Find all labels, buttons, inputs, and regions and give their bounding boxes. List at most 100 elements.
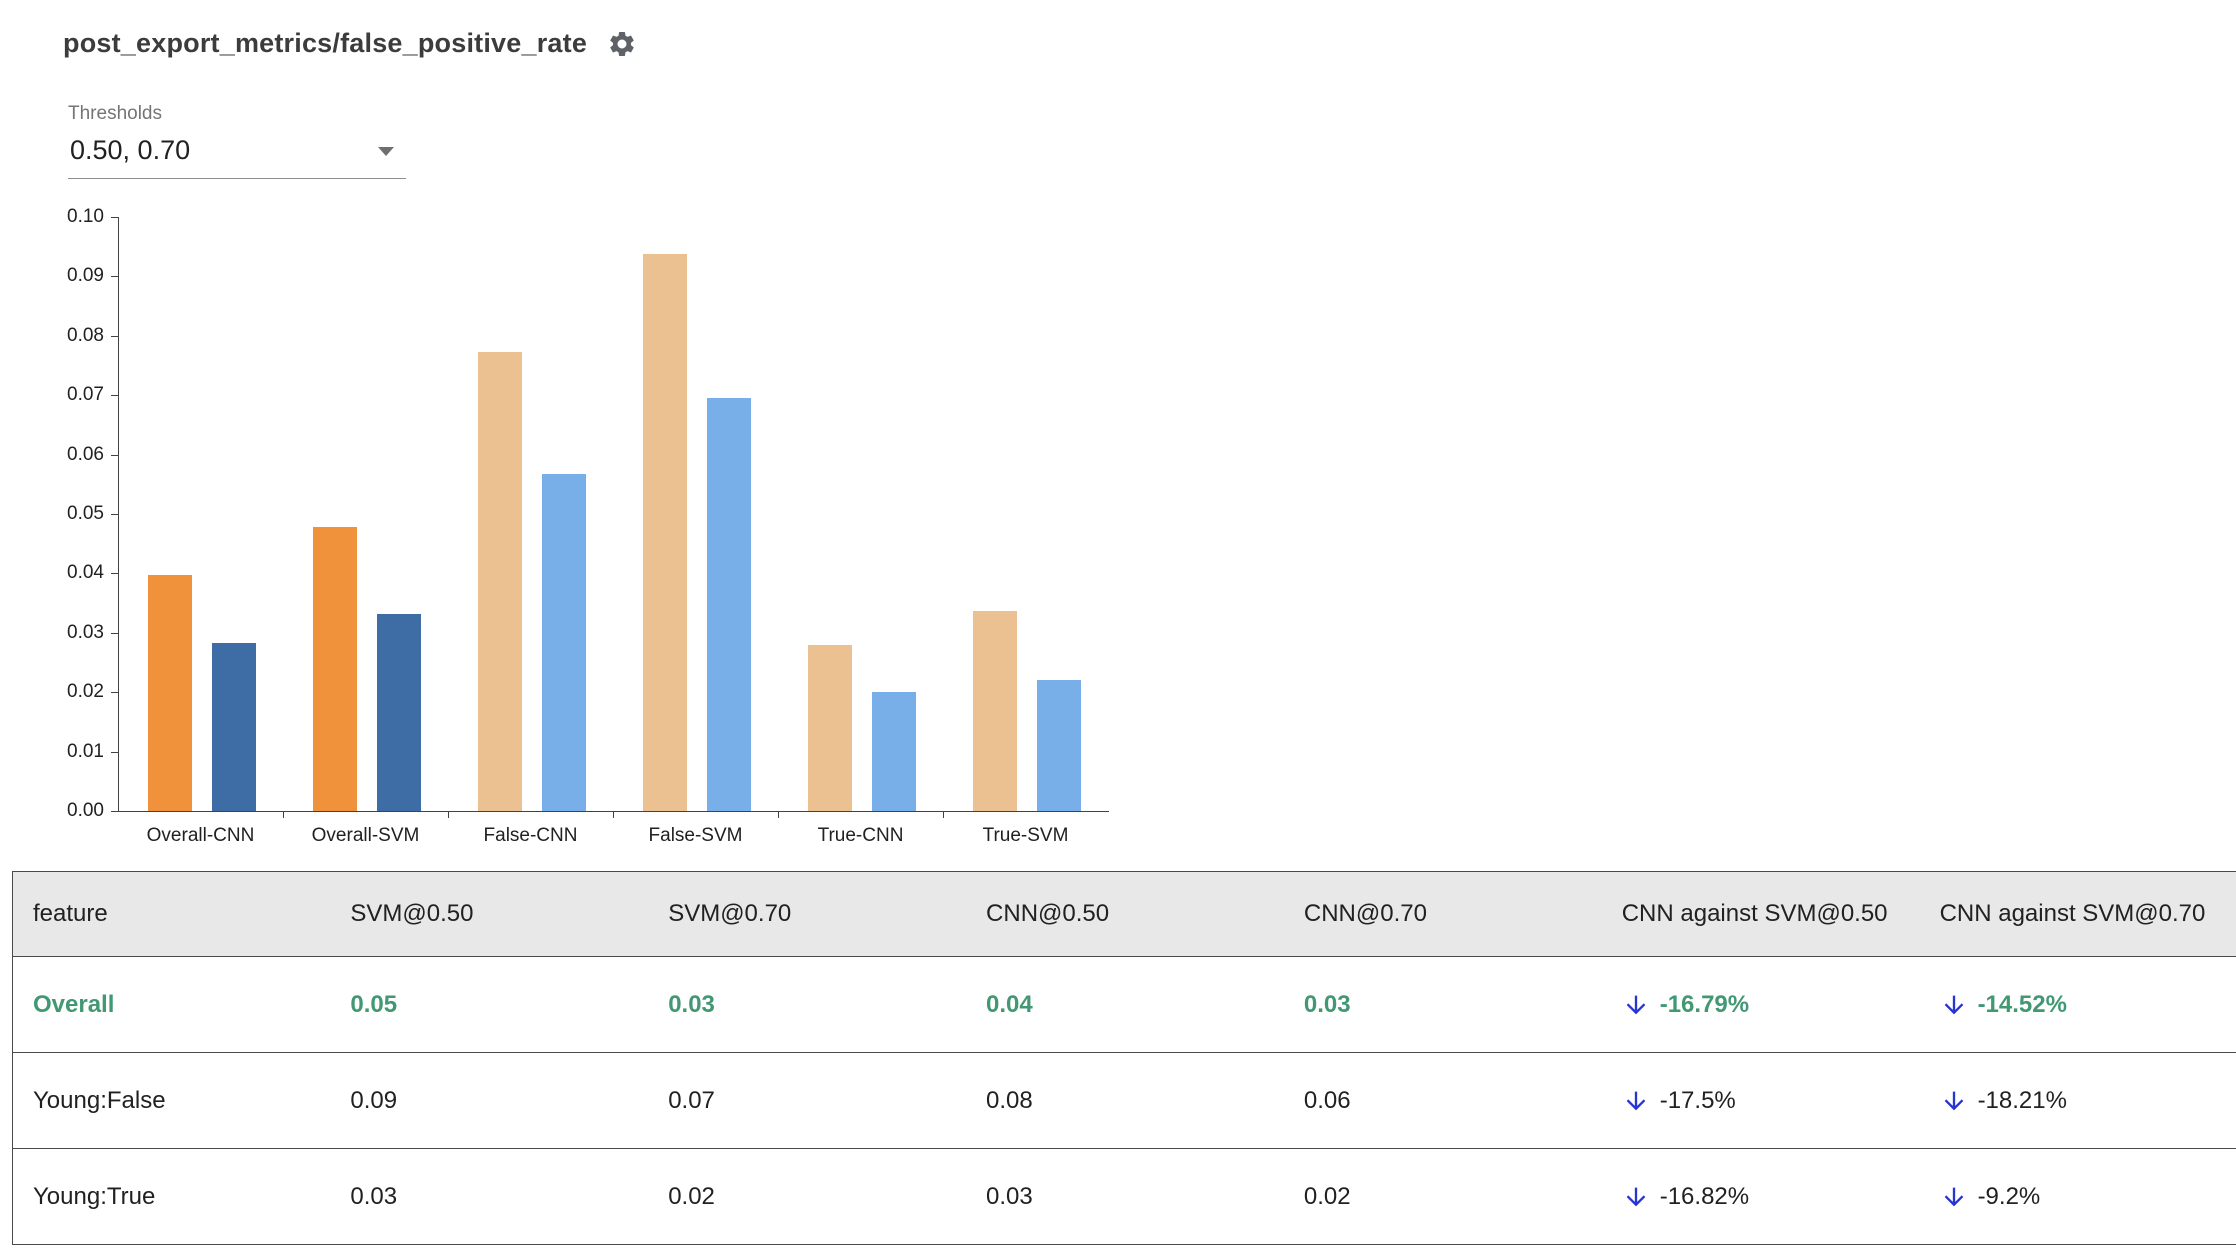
metric-cell-SVM@0.70: 0.02 (648, 1148, 967, 1245)
x-axis-label: False-SVM (648, 825, 743, 846)
thresholds-control: Thresholds 0.50, 0.70 (68, 103, 406, 179)
y-axis-label: 0.10 (67, 206, 104, 227)
y-axis-label: 0.00 (67, 800, 104, 821)
y-axis-tick (111, 335, 118, 337)
table-row[interactable]: Young:False 0.09 0.07 0.08 0.06 -17.5% -18.21% (12, 1052, 2236, 1149)
chevron-down-icon (378, 147, 394, 156)
metric-cell-SVM@0.50: 0.05 (330, 956, 649, 1053)
bar-False-SVM@0.50[interactable] (642, 254, 687, 811)
delta-value: -18.21% (1977, 1086, 2067, 1114)
metric-cell-CNN@0.70: 0.06 (1283, 1052, 1602, 1149)
metric-cell-SVM@0.70: 0.07 (648, 1052, 967, 1149)
column-header-3: CNN@0.50 (966, 871, 1284, 957)
y-axis-tick (111, 632, 118, 634)
arrow-down-icon (1626, 995, 1646, 1014)
delta-value: -16.79% (1659, 990, 1750, 1018)
metric-cell-SVM@0.70: 0.03 (648, 956, 967, 1053)
metric-cell-SVM@0.50: 0.03 (330, 1148, 649, 1245)
metric-cell-CNN@0.70: 0.02 (1283, 1148, 1602, 1245)
feature-cell: Overall (12, 956, 331, 1053)
delta-value: -17.5% (1659, 1086, 1736, 1114)
y-axis-tick (111, 692, 118, 694)
y-axis-label: 0.05 (67, 503, 104, 524)
arrow-down-icon (1626, 1187, 1646, 1206)
bar-False-CNN@0.50[interactable] (477, 352, 522, 811)
x-axis-tick (283, 811, 284, 818)
column-header-5: CNN against SVM@0.50 (1601, 871, 1920, 957)
y-axis-label: 0.06 (67, 443, 104, 465)
bar-Overall-SVM@0.70[interactable] (376, 614, 421, 811)
thresholds-label: Thresholds (68, 103, 162, 124)
metrics-table-header: feature SVM@0.50 SVM@0.70 CNN@0.50 CNN@0.70 C… (12, 871, 2236, 957)
bar-Overall-CNN@0.70[interactable] (211, 643, 256, 811)
bar-False-SVM@0.70[interactable] (706, 398, 751, 811)
bar-Overall-CNN@0.50[interactable] (147, 575, 192, 811)
column-header-0: feature (12, 871, 331, 957)
x-axis-tick (613, 811, 614, 818)
bar-Overall-SVM@0.50[interactable] (312, 527, 357, 811)
y-axis-tick (111, 276, 118, 278)
thresholds-value: 0.50, 0.70 (70, 135, 191, 165)
y-axis-tick (111, 217, 118, 218)
delta-cell-svm070: -18.21% (1919, 1052, 2236, 1149)
chart-plot-area (118, 217, 1109, 812)
y-axis-label: 0.09 (67, 265, 104, 287)
metric-cell-CNN@0.50: 0.04 (966, 956, 1284, 1053)
false-positive-rate-bar-chart: 0.00 0.01 0.02 0.03 0.04 0.05 0.06 0.07 0.08 0.09… (32, 206, 1152, 857)
x-axis-tick (778, 811, 779, 818)
app-header: post_export_metrics/false_positive_rate (0, 0, 2236, 59)
x-axis-label: False-CNN (483, 825, 578, 846)
delta-cell-svm050: -16.79% (1601, 956, 1920, 1053)
delta-value: -9.2% (1977, 1182, 2041, 1210)
metric-cell-CNN@0.70: 0.03 (1283, 956, 1602, 1053)
table-row[interactable]: Overall 0.05 0.03 0.04 0.03 -16.79% -14.52% (12, 956, 2236, 1053)
delta-cell-svm070: -9.2% (1919, 1148, 2236, 1245)
delta-cell-svm050: -17.5% (1601, 1052, 1920, 1149)
y-axis-label: 0.01 (67, 740, 104, 762)
y-axis-label: 0.03 (67, 621, 104, 643)
bar-True-SVM@0.70[interactable] (1036, 680, 1081, 811)
arrow-down-icon (1944, 1091, 1963, 1110)
x-axis-tick (943, 811, 944, 818)
y-axis-tick (111, 751, 118, 753)
metrics-table: feature SVM@0.50 SVM@0.70 CNN@0.50 CNN@0.70 C… (12, 871, 2236, 1245)
feature-cell: Young:False (12, 1052, 331, 1149)
thresholds-select[interactable]: 0.50, 0.70 (68, 133, 406, 179)
x-axis-label: True-SVM (982, 825, 1069, 846)
bar-True-SVM@0.50[interactable] (972, 611, 1017, 811)
column-header-4: CNN@0.70 (1283, 871, 1602, 957)
bar-True-CNN@0.70[interactable] (871, 692, 916, 811)
page-title: post_export_metrics/false_positive_rate (63, 28, 588, 58)
y-axis-label: 0.07 (67, 384, 104, 406)
x-axis-tick (448, 811, 449, 818)
column-header-2: SVM@0.70 (648, 871, 967, 957)
column-header-1: SVM@0.50 (330, 871, 649, 957)
metric-cell-SVM@0.50: 0.09 (330, 1052, 649, 1149)
delta-value: -14.52% (1977, 990, 2067, 1018)
y-axis-label: 0.04 (67, 562, 104, 584)
delta-value: -16.82% (1659, 1182, 1750, 1210)
y-axis-tick (111, 454, 118, 456)
table-row[interactable]: Young:True 0.03 0.02 0.03 0.02 -16.82% -9.2% (12, 1148, 2236, 1245)
gear-icon[interactable] (607, 29, 637, 59)
x-axis-label: Overall-SVM (311, 825, 420, 846)
column-header-6: CNN against SVM@0.70 (1919, 871, 2236, 957)
delta-cell-svm050: -16.82% (1601, 1148, 1920, 1245)
y-axis-label: 0.08 (67, 324, 104, 346)
arrow-down-icon (1944, 995, 1963, 1014)
x-axis-label: True-CNN (817, 825, 904, 846)
x-axis-label: Overall-CNN (146, 825, 255, 846)
metric-cell-CNN@0.50: 0.03 (966, 1148, 1284, 1245)
arrow-down-icon (1944, 1187, 1963, 1206)
arrow-down-icon (1626, 1091, 1646, 1110)
y-axis-tick (111, 811, 118, 812)
bar-True-CNN@0.50[interactable] (807, 645, 852, 811)
y-axis-tick (111, 514, 118, 515)
y-axis-label: 0.02 (67, 681, 104, 703)
y-axis-tick (111, 395, 118, 397)
delta-cell-svm070: -14.52% (1919, 956, 2236, 1053)
bar-False-CNN@0.70[interactable] (541, 474, 586, 811)
metric-cell-CNN@0.50: 0.08 (966, 1052, 1284, 1149)
y-axis-tick (111, 573, 118, 575)
feature-cell: Young:True (12, 1148, 331, 1245)
